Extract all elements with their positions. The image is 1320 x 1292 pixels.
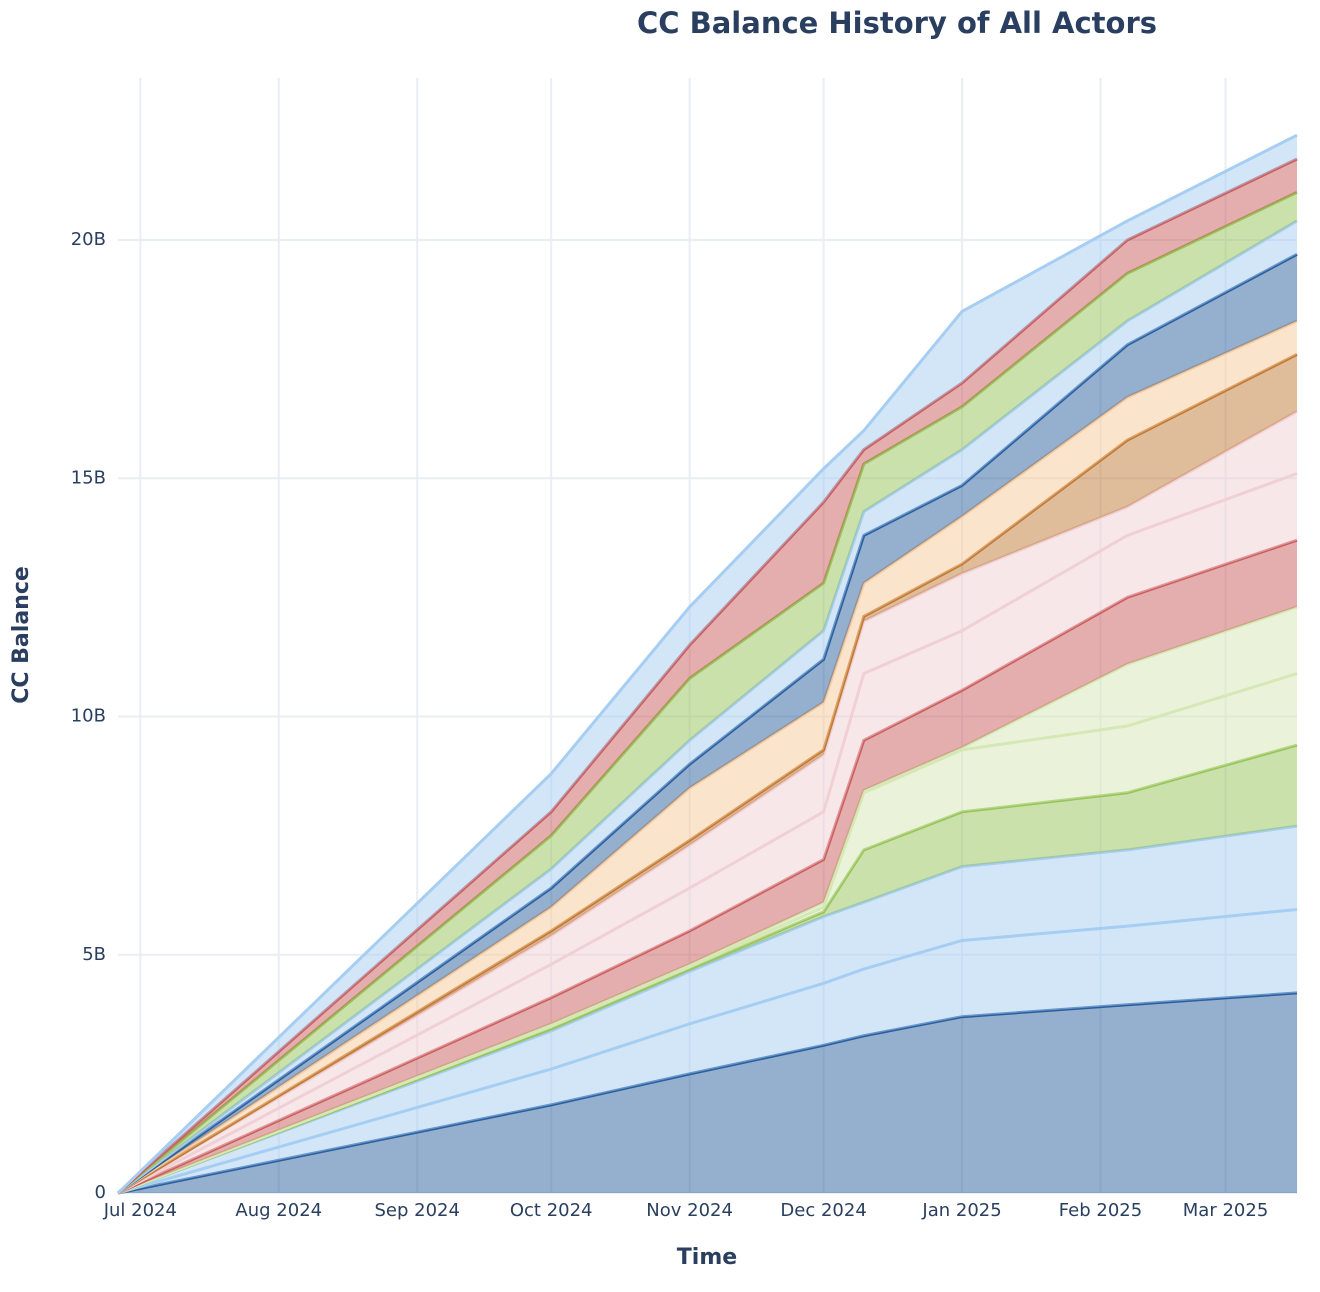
x-tick-label: Jan 2025 (921, 1200, 1001, 1221)
area (118, 354, 1297, 1193)
x-tick-label: Sep 2024 (374, 1200, 459, 1221)
y-tick-label: 5B (82, 944, 106, 965)
y-axis-label: CC Balance (9, 566, 34, 704)
line (116, 133, 1298, 1195)
area (118, 826, 1297, 1193)
area (118, 745, 1297, 1193)
y-tick-label: 20B (71, 229, 106, 250)
area (118, 135, 1297, 1194)
x-tick-label: Aug 2024 (235, 1200, 322, 1221)
y-tick-label: 10B (71, 706, 106, 727)
area (118, 540, 1297, 1193)
area (118, 992, 1297, 1193)
line (117, 252, 1298, 1195)
x-tick-label: Mar 2025 (1183, 1200, 1269, 1221)
x-tick-label: Jul 2024 (103, 1200, 177, 1221)
y-tick-label: 15B (71, 467, 106, 488)
area (118, 473, 1297, 1193)
x-tick-label: Feb 2025 (1059, 1200, 1142, 1221)
area (118, 192, 1297, 1193)
chart-title: CC Balance History of All Actors (637, 6, 1157, 40)
area (118, 606, 1297, 1193)
x-tick-label: Nov 2024 (646, 1200, 733, 1221)
area (118, 909, 1297, 1193)
area (118, 321, 1297, 1193)
area (118, 411, 1297, 1193)
layer (116, 133, 1298, 1195)
area (118, 673, 1297, 1193)
x-tick-label: Oct 2024 (510, 1200, 593, 1221)
area (118, 254, 1297, 1194)
line (117, 538, 1298, 1195)
x-tick-label: Dec 2024 (780, 1200, 866, 1221)
y-tick-label: 0 (95, 1182, 106, 1203)
layer: 0 5B 10B 15B 20B Jul 2024 Aug 2024 Sep 2024 Oct … (71, 229, 1269, 1221)
x-axis-label: Time (677, 1245, 737, 1270)
line (117, 743, 1298, 1195)
line (117, 319, 1298, 1195)
